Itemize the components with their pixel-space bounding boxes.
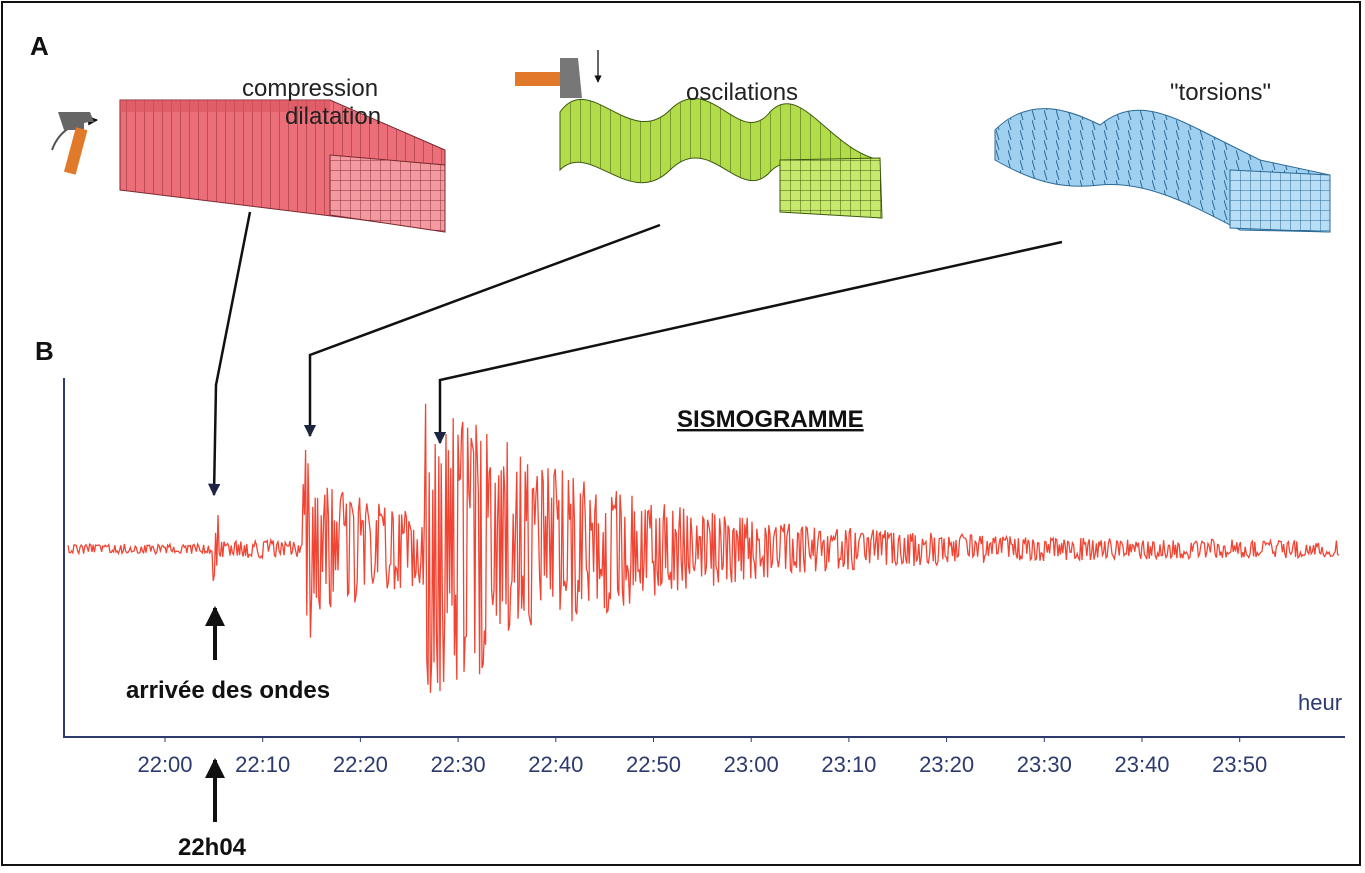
arrival-label: arrivée des ondes bbox=[126, 677, 330, 704]
axis-unit: heur bbox=[1298, 690, 1342, 715]
wave-label: dilatation bbox=[285, 103, 381, 130]
time-tick-label: 22:50 bbox=[626, 752, 681, 777]
panel-label: B bbox=[35, 336, 54, 366]
time-tick-label: 22:20 bbox=[333, 752, 388, 777]
figure: A compression dilatation oscilations "to… bbox=[0, 0, 1365, 868]
time-tick-label: 23:00 bbox=[724, 752, 779, 777]
arrival-time: 22h04 bbox=[178, 834, 247, 861]
time-tick-label: 23:40 bbox=[1114, 752, 1169, 777]
wave-label: "torsions" bbox=[1170, 79, 1271, 106]
time-tick-label: 22:00 bbox=[137, 752, 192, 777]
time-tick-label: 22:30 bbox=[431, 752, 486, 777]
time-tick-label: 22:10 bbox=[235, 752, 290, 777]
seismogram-title: SISMOGRAMME bbox=[677, 406, 864, 433]
time-tick-label: 23:30 bbox=[1017, 752, 1072, 777]
time-tick-label: 23:50 bbox=[1212, 752, 1267, 777]
wave-label: compression bbox=[242, 75, 378, 102]
time-tick-label: 23:10 bbox=[821, 752, 876, 777]
panel-label: A bbox=[30, 31, 49, 61]
wave-label: oscilations bbox=[686, 79, 798, 106]
page: {"panel_a": {"label": "A", "waves": [ {"… bbox=[0, 0, 1365, 868]
time-tick-label: 23:20 bbox=[919, 752, 974, 777]
time-tick-label: 22:40 bbox=[528, 752, 583, 777]
